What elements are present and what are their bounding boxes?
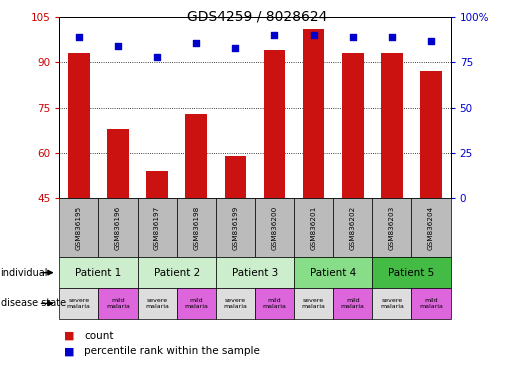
Text: Patient 5: Patient 5 <box>388 268 435 278</box>
Point <box>310 32 318 38</box>
Point <box>192 40 200 46</box>
Bar <box>420 71 442 198</box>
Text: mild
malaria: mild malaria <box>419 298 443 309</box>
Point <box>427 38 435 44</box>
Text: ■: ■ <box>64 346 75 356</box>
Text: ■: ■ <box>64 331 75 341</box>
Text: GSM836197: GSM836197 <box>154 205 160 250</box>
Text: GSM836195: GSM836195 <box>76 205 82 250</box>
Text: Patient 1: Patient 1 <box>75 268 122 278</box>
Text: GSM836204: GSM836204 <box>428 205 434 250</box>
Point <box>231 45 239 51</box>
Text: mild
malaria: mild malaria <box>341 298 365 309</box>
Text: severe
malaria: severe malaria <box>224 298 247 309</box>
Text: severe
malaria: severe malaria <box>145 298 169 309</box>
Text: GSM836200: GSM836200 <box>271 205 278 250</box>
Bar <box>225 156 246 198</box>
Text: disease state: disease state <box>1 298 65 308</box>
Text: percentile rank within the sample: percentile rank within the sample <box>84 346 260 356</box>
Point <box>349 34 357 40</box>
Bar <box>381 53 403 198</box>
Bar <box>185 114 207 198</box>
Text: GSM836199: GSM836199 <box>232 205 238 250</box>
Text: count: count <box>84 331 113 341</box>
Text: GSM836201: GSM836201 <box>311 205 317 250</box>
Text: Patient 3: Patient 3 <box>232 268 278 278</box>
Text: GSM836203: GSM836203 <box>389 205 395 250</box>
Text: severe
malaria: severe malaria <box>302 298 325 309</box>
Text: GSM836202: GSM836202 <box>350 205 356 250</box>
Text: mild
malaria: mild malaria <box>263 298 286 309</box>
Text: GSM836196: GSM836196 <box>115 205 121 250</box>
Point <box>114 43 122 49</box>
Point <box>270 32 279 38</box>
Text: GSM836198: GSM836198 <box>193 205 199 250</box>
Text: mild
malaria: mild malaria <box>106 298 130 309</box>
Text: GDS4259 / 8028624: GDS4259 / 8028624 <box>187 10 328 23</box>
Text: mild
malaria: mild malaria <box>184 298 208 309</box>
Bar <box>107 129 129 198</box>
Bar <box>264 50 285 198</box>
Bar <box>146 171 168 198</box>
Text: individual: individual <box>1 268 48 278</box>
Point <box>153 54 161 60</box>
Point <box>388 34 396 40</box>
Text: Patient 4: Patient 4 <box>310 268 356 278</box>
Point <box>75 34 83 40</box>
Bar <box>342 53 364 198</box>
Bar <box>303 29 324 198</box>
Text: severe
malaria: severe malaria <box>67 298 91 309</box>
Bar <box>68 53 90 198</box>
Text: Patient 2: Patient 2 <box>153 268 200 278</box>
Text: severe
malaria: severe malaria <box>380 298 404 309</box>
